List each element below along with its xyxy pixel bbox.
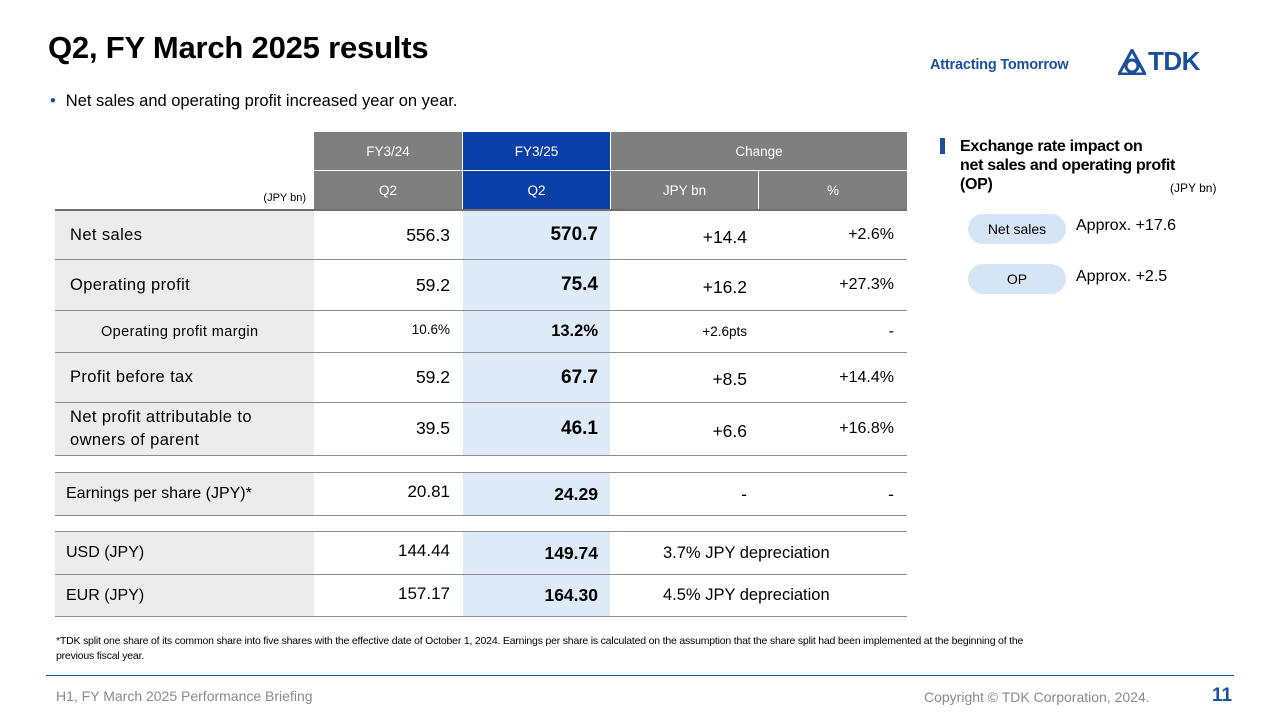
header-change: Change <box>611 132 907 170</box>
net-profit-fy24: 39.5 <box>415 417 450 438</box>
footer-divider <box>46 675 1234 676</box>
bullet-dot-icon: • <box>50 92 56 110</box>
op-pct: +27.3% <box>839 276 894 293</box>
op-pill: OP <box>968 264 1066 294</box>
logo-text: TDK <box>1148 46 1200 76</box>
pbt-change: +8.5 <box>712 369 747 389</box>
op-fy24: 59.2 <box>415 274 450 295</box>
eur-note: 4.5% JPY depreciation <box>663 586 830 604</box>
eps-pct: - <box>888 483 894 504</box>
op-margin-fy25: 13.2% <box>463 311 610 352</box>
unit-label: (JPY bn) <box>263 192 306 204</box>
row-label-eps: Earnings per share (JPY)* <box>55 473 314 515</box>
pbt-fy25: 67.7 <box>463 353 610 402</box>
op-impact-value: Approx. +2.5 <box>1076 268 1168 285</box>
row-label-net-sales: Net sales <box>55 211 314 259</box>
header-jpybn: JPY bn <box>611 171 758 209</box>
brand-tagline: Attracting Tomorrow <box>930 57 1069 73</box>
row-label-usd: USD (JPY) <box>55 532 314 574</box>
row-label-net-profit: Net profit attributable to owners of par… <box>55 403 314 455</box>
net-sales-fy25: 570.7 <box>463 211 610 259</box>
row-label-operating-profit: Operating profit <box>55 260 314 310</box>
header-pct: % <box>759 171 907 209</box>
eps-fy24: 20.81 <box>407 482 450 501</box>
pbt-pct: +14.4% <box>839 368 894 386</box>
op-margin-fy24: 10.6% <box>411 322 450 337</box>
tdk-logo: TDK <box>1118 46 1200 77</box>
panel-accent-bar <box>940 138 945 154</box>
op-change: +16.2 <box>702 276 747 297</box>
eps-change: - <box>741 483 747 504</box>
eur-fy24: 157.17 <box>398 583 450 603</box>
usd-fy24: 144.44 <box>398 541 450 560</box>
footer-briefing-title: H1, FY March 2025 Performance Briefing <box>56 688 313 704</box>
header-fy24: FY3/24 <box>314 132 462 170</box>
page-title: Q2, FY March 2025 results <box>48 30 429 65</box>
header-fy25: FY3/25 <box>463 132 610 170</box>
net-sales-impact-value: Approx. +17.6 <box>1076 217 1177 234</box>
row-label-pbt: Profit before tax <box>55 353 314 402</box>
net-profit-pct: +16.8% <box>839 420 894 437</box>
op-fy25: 75.4 <box>463 260 610 310</box>
net-profit-fy25: 46.1 <box>463 403 610 455</box>
row-label-eur: EUR (JPY) <box>55 575 314 616</box>
fx-impact-title: Exchange rate impact on net sales and op… <box>960 138 1176 193</box>
tdk-emblem-icon <box>1118 48 1146 75</box>
eps-fy25: 24.29 <box>463 473 610 515</box>
pbt-fy24: 59.2 <box>415 367 450 387</box>
summary-bullet: • Net sales and operating profit increase… <box>50 92 458 110</box>
op-margin-pct: - <box>888 322 894 340</box>
net-sales-fy24: 556.3 <box>406 224 450 245</box>
eps-footnote: *TDK split one share of its common share… <box>56 635 1024 662</box>
net-sales-pill: Net sales <box>968 214 1066 244</box>
net-profit-change: +6.6 <box>712 420 747 441</box>
net-sales-pct: +2.6% <box>848 226 894 243</box>
usd-fy25: 149.74 <box>463 532 610 574</box>
fx-impact-unit: (JPY bn) <box>1170 181 1217 195</box>
footer-copyright: Copyright © TDK Corporation, 2024. <box>924 689 1150 705</box>
usd-note: 3.7% JPY depreciation <box>663 543 830 562</box>
net-sales-change: +14.4 <box>702 226 747 247</box>
op-margin-change: +2.6pts <box>702 324 747 339</box>
header-q2-fy25: Q2 <box>463 171 610 209</box>
header-q2-fy24: Q2 <box>314 171 462 209</box>
page-number: 11 <box>1212 685 1233 706</box>
eur-fy25: 164.30 <box>463 575 610 616</box>
row-label-op-margin: Operating profit margin <box>55 311 314 352</box>
